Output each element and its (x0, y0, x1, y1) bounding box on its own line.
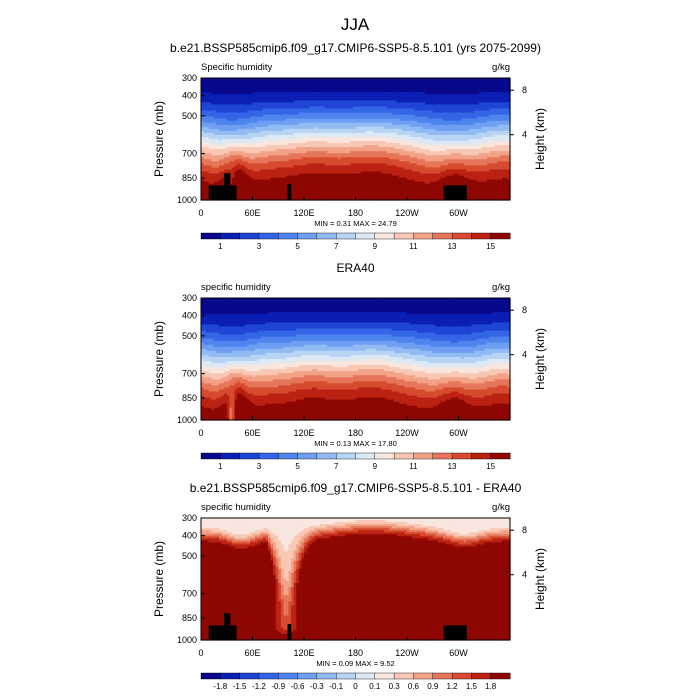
units-label: g/kg (492, 62, 510, 73)
chart-panel-1: b.e21.BSSP585cmip6.f09_g17.CMIP6-SSP5-8.… (152, 41, 547, 251)
figure-title: JJA (341, 15, 370, 34)
panel-title: b.e21.BSSP585cmip6.f09_g17.CMIP6-SSP5-8.… (170, 41, 541, 55)
variable-label: Specific humidity (201, 62, 273, 73)
heatmap-cells (201, 78, 511, 201)
panels: b.e21.BSSP585cmip6.f09_g17.CMIP6-SSP5-8.… (152, 41, 547, 691)
